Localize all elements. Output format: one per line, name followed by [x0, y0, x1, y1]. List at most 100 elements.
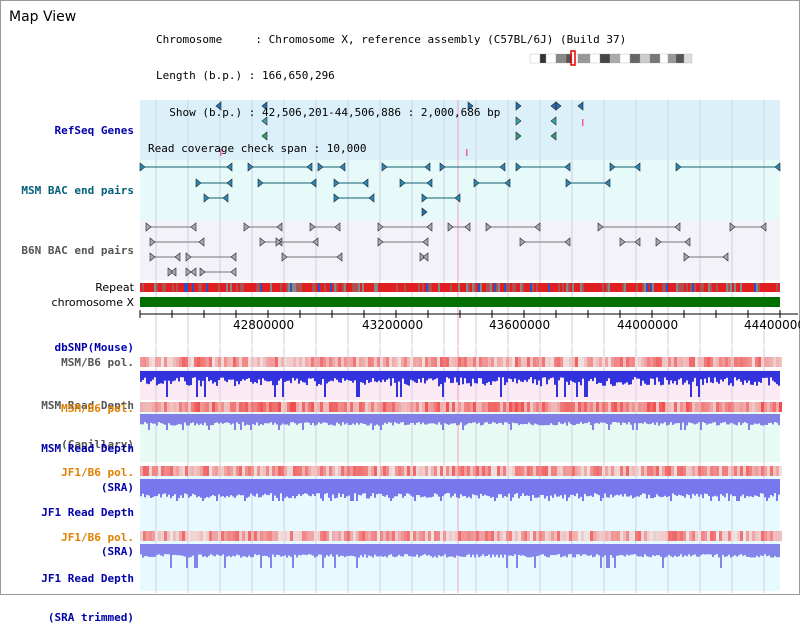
- b6n-bac-label[interactable]: B6N BAC end pairs: [21, 244, 134, 257]
- depth-bar: [640, 414, 642, 424]
- depth-bar: [354, 544, 356, 557]
- depth-bar: [190, 544, 192, 557]
- depth-bar: [586, 414, 588, 424]
- feature-arrow: [515, 131, 522, 141]
- depth-bar: [720, 479, 722, 495]
- heat-cell: [632, 531, 635, 541]
- feature-arrow: [281, 252, 288, 262]
- depth-bar: [222, 414, 224, 424]
- heat-cell: [308, 531, 311, 541]
- repeat-segment: [154, 283, 156, 292]
- depth-bar: [400, 479, 402, 495]
- repeat-segment: [592, 283, 594, 292]
- heat-cell: [326, 357, 329, 367]
- repeat-segment: [622, 283, 624, 292]
- depth-bar: [398, 479, 400, 494]
- heat-cell: [395, 402, 398, 412]
- depth-bar: [756, 414, 758, 425]
- heat-cell: [254, 402, 257, 412]
- heat-cell: [575, 357, 578, 367]
- repeat-segment: [626, 283, 628, 292]
- depth-bar: [692, 479, 694, 494]
- heat-cell: [479, 466, 482, 476]
- depth-bar: [356, 479, 358, 501]
- depth-bar: [606, 479, 608, 498]
- depth-bar: [184, 414, 186, 423]
- depth-bar: [646, 544, 648, 557]
- heat-cell: [305, 466, 308, 476]
- heat-cell: [725, 531, 728, 541]
- depth-bar: [700, 414, 702, 430]
- feature-arrow: [760, 222, 767, 232]
- repeat-segment: [246, 283, 248, 292]
- depth-bar: [684, 371, 686, 383]
- depth-bar: [166, 479, 168, 497]
- heat-cell: [332, 466, 335, 476]
- depth-bar: [360, 479, 362, 496]
- repeat-segment: [562, 283, 564, 292]
- feature-arrow: [564, 162, 571, 172]
- depth-bar: [544, 414, 546, 426]
- repeat-segment: [474, 283, 476, 292]
- heat-cell: [185, 357, 188, 367]
- heat-cell: [188, 466, 191, 476]
- refseq-genes-label[interactable]: RefSeq Genes: [54, 124, 134, 137]
- heat-cell: [266, 466, 269, 476]
- heat-cell: [701, 531, 704, 541]
- heat-cell: [275, 466, 278, 476]
- heat-cell: [515, 466, 518, 476]
- feature-arrow: [422, 252, 429, 262]
- depth-bar: [156, 414, 158, 426]
- depth-bar: [154, 479, 156, 496]
- depth-bar: [380, 479, 382, 494]
- depth-bar: [168, 544, 170, 555]
- heat-cell: [539, 466, 542, 476]
- depth-bar: [678, 371, 680, 380]
- repeat-segment: [676, 283, 678, 292]
- depth-bar: [658, 479, 660, 497]
- feature-arrow: [230, 252, 237, 262]
- feature-arrow: [519, 237, 526, 247]
- feature-arrow: [261, 101, 268, 111]
- heat-cell: [377, 357, 380, 367]
- heat-cell: [635, 402, 638, 412]
- feature-arrow: [190, 222, 197, 232]
- depth-bar: [294, 479, 296, 499]
- heat-cell: [257, 357, 260, 367]
- heat-cell: [506, 402, 509, 412]
- depth-bar: [564, 414, 566, 423]
- heat-cell: [209, 357, 212, 367]
- depth-bar: [576, 479, 578, 494]
- depth-bar: [530, 479, 532, 501]
- repeat-segment: [236, 283, 238, 292]
- depth-bar: [164, 414, 166, 425]
- depth-bar: [498, 479, 500, 495]
- depth-bar: [440, 479, 442, 501]
- depth-bar: [388, 371, 390, 379]
- depth-bar: [258, 371, 260, 380]
- repeat-segment: [162, 283, 164, 292]
- depth-bar: [420, 479, 422, 498]
- repeat-segment: [730, 283, 732, 292]
- heat-cell: [473, 402, 476, 412]
- depth-bar: [622, 371, 624, 385]
- repeat-segment: [506, 283, 508, 292]
- depth-bar: [290, 414, 292, 423]
- depth-bar: [434, 414, 436, 424]
- heat-cell: [383, 531, 386, 541]
- dbsnp-label[interactable]: dbSNP(Mouse): [54, 341, 134, 354]
- heat-cell: [614, 531, 617, 541]
- depth-bar: [728, 479, 730, 501]
- heat-cell: [761, 466, 764, 476]
- feature-arrow: [368, 193, 375, 203]
- depth-bar: [648, 544, 650, 557]
- depth-bar: [654, 414, 656, 425]
- depth-bar: [324, 544, 326, 558]
- msm-bac-label[interactable]: MSM BAC end pairs: [21, 184, 134, 197]
- depth-bar: [636, 414, 638, 430]
- depth-bar: [734, 414, 736, 425]
- depth-bar: [590, 544, 592, 556]
- depth-bar: [276, 371, 278, 386]
- depth-bar: [688, 414, 690, 423]
- genome-browser-canvas[interactable]: [0, 0, 800, 595]
